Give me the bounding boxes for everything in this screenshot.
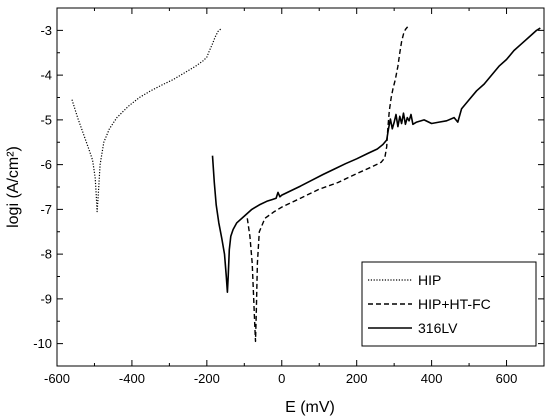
legend-label-hip-ht-fc: HIP+HT-FC [418,296,491,312]
series-line-316lv [211,27,541,294]
series-line-hip [71,27,223,213]
legend: HIP HIP+HT-FC 316LV [361,261,537,347]
legend-box [361,261,537,347]
legend-label-hip: HIP [418,272,441,288]
ticks-layer: -600 -400 -200 0 200 400 600 -10 -9 -8 -7 -6 -5 -4 -3 [33,8,544,386]
y-axis-title: logi (A/cm²) [5,146,22,228]
x-tick-label: 0 [278,371,285,386]
x-tick-label: 600 [496,371,518,386]
x-tick-label: -600 [44,371,70,386]
x-tick-label: 200 [346,371,368,386]
x-tick-label: -400 [119,371,145,386]
y-tick-label: -8 [40,247,52,262]
legend-label-316lv: 316LV [418,320,458,336]
y-tick-label: -10 [33,336,52,351]
y-tick-label: -9 [40,291,52,306]
x-axis-title: E (mV) [285,399,335,416]
y-tick-label: -4 [40,68,52,83]
y-tick-label: -6 [40,157,52,172]
x-tick-label: -200 [194,371,220,386]
series-line-hip-ht-fc [246,26,409,343]
y-tick-label: -3 [40,23,52,38]
y-tick-label: -7 [40,202,52,217]
x-tick-label: 400 [421,371,443,386]
y-tick-label: -5 [40,112,52,127]
series-layer [71,26,541,343]
